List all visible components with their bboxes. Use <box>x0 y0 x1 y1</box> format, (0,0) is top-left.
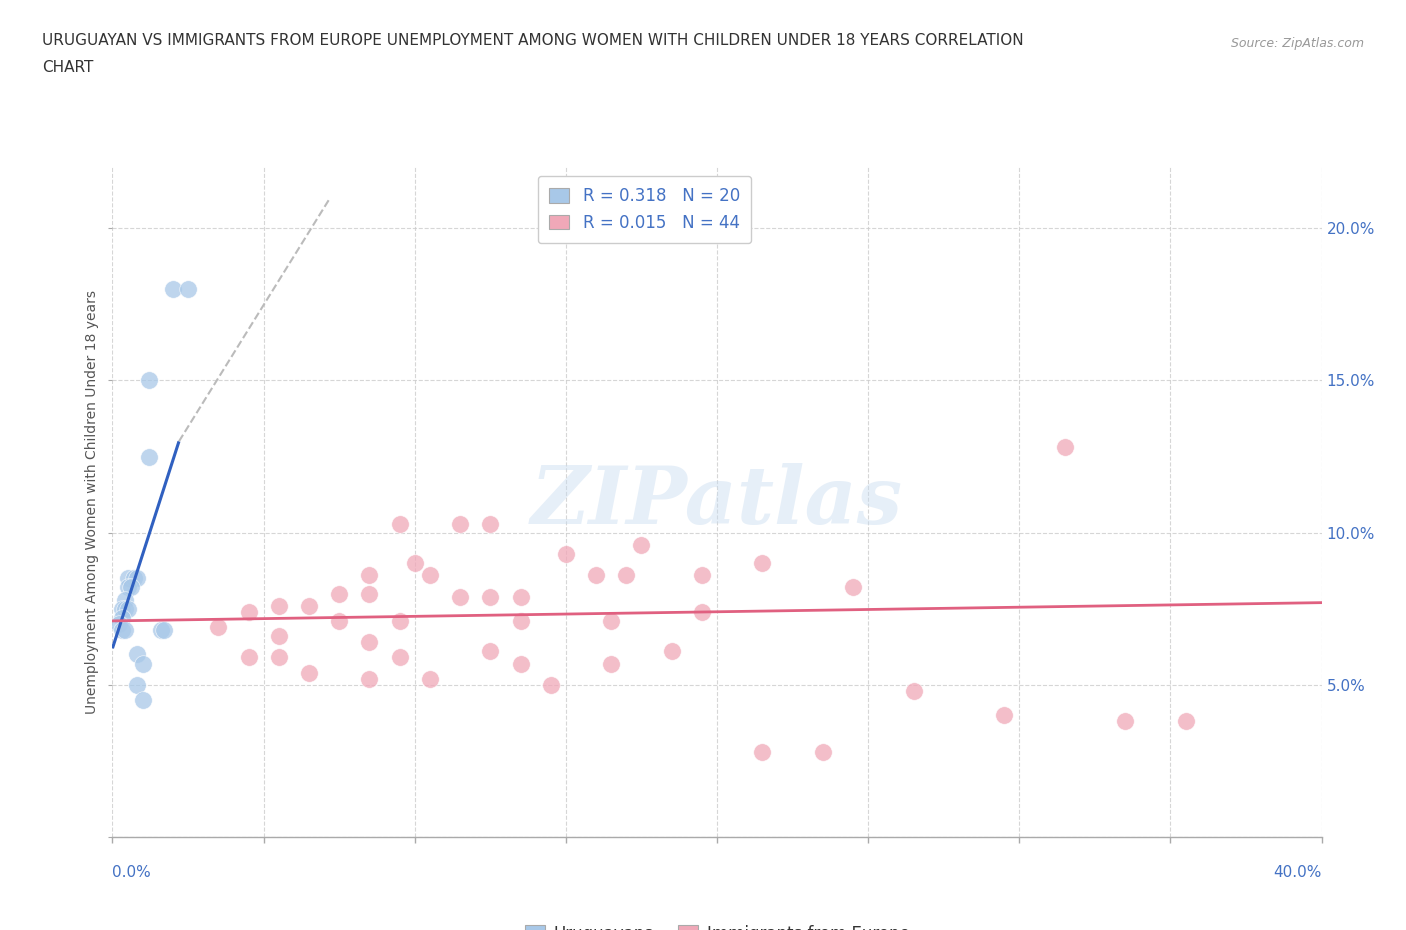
Point <box>690 568 713 583</box>
Point <box>359 671 381 686</box>
Point <box>751 555 773 570</box>
Point <box>162 282 184 297</box>
Point <box>177 282 200 297</box>
Point <box>600 656 623 671</box>
Point <box>509 656 531 671</box>
Text: 0.0%: 0.0% <box>112 865 152 880</box>
Point <box>267 650 290 665</box>
Point <box>328 586 350 601</box>
Point <box>540 677 562 692</box>
Point <box>616 568 638 583</box>
Point <box>298 598 321 613</box>
Point <box>630 538 652 552</box>
Point <box>842 580 865 595</box>
Point <box>359 568 381 583</box>
Point <box>207 619 229 634</box>
Y-axis label: Unemployment Among Women with Children Under 18 years: Unemployment Among Women with Children U… <box>86 290 100 714</box>
Point <box>509 614 531 629</box>
Point <box>267 598 290 613</box>
Point <box>117 602 139 617</box>
Point <box>117 571 139 586</box>
Point <box>138 373 160 388</box>
Point <box>120 580 142 595</box>
Point <box>811 744 834 759</box>
Point <box>359 586 381 601</box>
Point <box>153 622 176 637</box>
Point <box>554 547 576 562</box>
Point <box>125 647 148 662</box>
Point <box>600 614 623 629</box>
Point <box>125 677 148 692</box>
Point <box>1114 714 1136 729</box>
Point <box>388 650 411 665</box>
Point <box>479 589 502 604</box>
Point <box>388 614 411 629</box>
Point <box>110 602 132 617</box>
Point <box>238 604 260 619</box>
Point <box>388 516 411 531</box>
Point <box>449 589 471 604</box>
Point <box>419 568 441 583</box>
Point <box>107 617 129 631</box>
Text: URUGUAYAN VS IMMIGRANTS FROM EUROPE UNEMPLOYMENT AMONG WOMEN WITH CHILDREN UNDER: URUGUAYAN VS IMMIGRANTS FROM EUROPE UNEM… <box>42 33 1024 47</box>
Point <box>122 571 145 586</box>
Point <box>661 644 683 658</box>
Point <box>359 635 381 650</box>
Point <box>138 449 160 464</box>
Point <box>585 568 607 583</box>
Point <box>298 665 321 680</box>
Point <box>110 622 132 637</box>
Point <box>419 671 441 686</box>
Point <box>110 610 132 625</box>
Point <box>993 708 1015 723</box>
Point <box>132 693 155 708</box>
Point <box>267 629 290 644</box>
Text: CHART: CHART <box>42 60 94 75</box>
Text: Source: ZipAtlas.com: Source: ZipAtlas.com <box>1230 37 1364 50</box>
Point <box>509 589 531 604</box>
Point <box>238 650 260 665</box>
Point <box>479 644 502 658</box>
Point <box>1053 440 1076 455</box>
Point <box>404 555 426 570</box>
Point <box>903 684 925 698</box>
Point <box>449 516 471 531</box>
Point <box>328 614 350 629</box>
Legend: Uruguayans, Immigrants from Europe: Uruguayans, Immigrants from Europe <box>519 918 915 930</box>
Point <box>1174 714 1197 729</box>
Point <box>479 516 502 531</box>
Point <box>114 592 136 607</box>
Point <box>117 580 139 595</box>
Point <box>114 602 136 617</box>
Point <box>132 656 155 671</box>
Text: ZIPatlas: ZIPatlas <box>531 463 903 541</box>
Text: 40.0%: 40.0% <box>1274 865 1322 880</box>
Point <box>114 622 136 637</box>
Point <box>690 604 713 619</box>
Point <box>149 622 172 637</box>
Point <box>751 744 773 759</box>
Point <box>125 571 148 586</box>
